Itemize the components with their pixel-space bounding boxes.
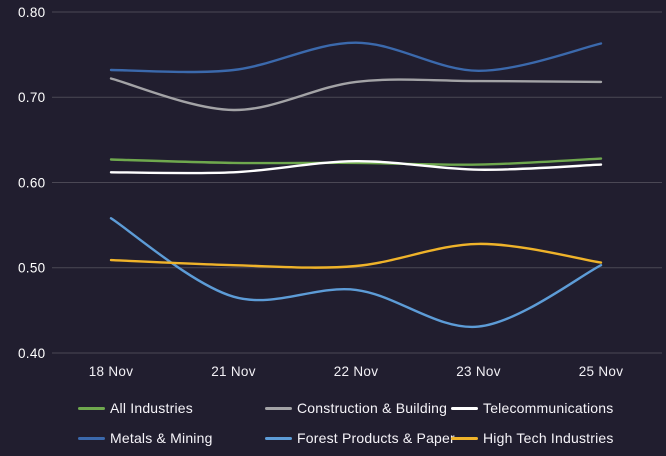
legend-swatch-telecommunications [451, 406, 478, 410]
legend-item-telecommunications[interactable]: Telecommunications [451, 400, 614, 416]
legend-label: Telecommunications [483, 400, 614, 416]
series-line-high-tech-industries [109, 242, 603, 269]
legend-item-construction-building[interactable]: Construction & Building [265, 400, 451, 416]
legend-label: Metals & Mining [110, 430, 213, 446]
legend-label: High Tech Industries [483, 430, 614, 446]
x-tick-label: 21 Nov [211, 364, 256, 379]
x-tick-label: 22 Nov [334, 364, 379, 379]
legend-item-metals-mining[interactable]: Metals & Mining [78, 430, 265, 446]
series-line-all-industries [109, 157, 603, 166]
legend-swatch-all-industries [78, 406, 105, 410]
x-tick-label: 18 Nov [89, 364, 134, 379]
legend-label: All Industries [110, 400, 193, 416]
y-tick-label: 0.40 [18, 346, 45, 361]
legend-item-all-industries[interactable]: All Industries [78, 400, 265, 416]
legend: All Industries Construction & Building Tel… [78, 400, 614, 446]
y-tick-label: 0.70 [18, 90, 45, 105]
legend-swatch-construction-building [265, 406, 292, 410]
y-tick-label: 0.50 [18, 261, 45, 276]
y-tick-label: 0.80 [18, 5, 45, 20]
series-line-metals-mining [109, 41, 603, 74]
y-tick-label: 0.60 [18, 175, 45, 190]
legend-swatch-high-tech-industries [451, 436, 478, 440]
series-line-telecommunications [109, 159, 603, 175]
series-line-forest-products-paper [109, 217, 603, 329]
legend-label: Forest Products & Paper [297, 430, 455, 446]
legend-label: Construction & Building [297, 400, 448, 416]
series-line-construction-building [109, 77, 603, 112]
legend-swatch-metals-mining [78, 436, 105, 440]
x-tick-label: 25 Nov [579, 364, 624, 379]
x-tick-label: 23 Nov [456, 364, 501, 379]
legend-item-high-tech-industries[interactable]: High Tech Industries [451, 430, 614, 446]
legend-item-forest-products-paper[interactable]: Forest Products & Paper [265, 430, 455, 446]
legend-swatch-forest-products-paper [265, 436, 292, 440]
